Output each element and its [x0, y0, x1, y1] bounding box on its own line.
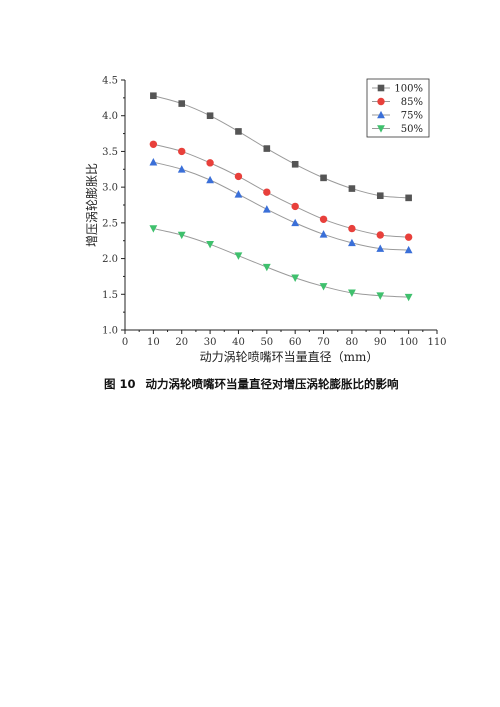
- data-point: [348, 224, 356, 233]
- data-point: [348, 185, 356, 192]
- series-line: [153, 143, 409, 238]
- data-point: [234, 172, 243, 181]
- series-3: [149, 158, 413, 254]
- data-point: [376, 244, 385, 252]
- data-point: [319, 215, 328, 223]
- data-point: [149, 225, 158, 233]
- series-2: [149, 140, 413, 241]
- data-point: [149, 140, 158, 148]
- x-tick-label: 70: [317, 337, 330, 348]
- legend-label: 75%: [401, 111, 423, 122]
- data-point: [262, 263, 271, 272]
- legend-label: 50%: [401, 124, 423, 135]
- legend-marker: [377, 84, 385, 92]
- legend-item: 75%: [372, 111, 423, 122]
- data-point: [150, 92, 157, 100]
- data-point: [263, 145, 271, 152]
- data-point: [234, 252, 243, 260]
- legend-box: [366, 78, 430, 138]
- x-tick-label: 100: [399, 337, 418, 348]
- data-point: [405, 194, 412, 202]
- x-tick-label: 50: [260, 337, 273, 348]
- series-line: [153, 228, 409, 298]
- series-4: [149, 225, 413, 302]
- data-point: [206, 175, 214, 184]
- legend-marker: [377, 125, 385, 133]
- data-point: [404, 293, 413, 302]
- data-point: [177, 231, 186, 240]
- data-point: [291, 274, 300, 282]
- y-tick-label: 3.5: [102, 147, 118, 158]
- x-tick-label: 30: [204, 337, 217, 348]
- legend-item: 100%: [372, 84, 423, 95]
- series-line: [153, 161, 409, 251]
- data-point: [262, 205, 271, 213]
- data-point: [206, 159, 214, 167]
- line-chart: 0 10 20 30 40 50 60 70 80 90 100 110 1.0 1.5 2.0 2.5 3.0…: [85, 76, 447, 365]
- x-tick-label: 20: [175, 337, 188, 348]
- legend-label: 85%: [401, 97, 423, 108]
- y-tick-label: 4.5: [102, 76, 118, 87]
- figure-number: 图 10: [104, 377, 136, 391]
- y-tick-label: 4.0: [102, 111, 118, 122]
- legend-item: 50%: [372, 124, 423, 135]
- data-point: [235, 128, 242, 135]
- y-tick-label: 1.0: [102, 326, 118, 337]
- data-point: [234, 190, 243, 198]
- x-tick-label: 40: [232, 337, 245, 348]
- data-point: [404, 233, 413, 241]
- series-line: [153, 95, 409, 199]
- data-point: [348, 289, 356, 297]
- legend-marker: [377, 97, 385, 106]
- data-point: [291, 218, 300, 227]
- figure-caption: 图 10 动力涡轮喷嘴环当量直径对增压涡轮膨胀比的影响: [104, 376, 484, 392]
- data-point: [149, 158, 158, 166]
- x-tick-label: 80: [346, 337, 359, 348]
- series-1: [150, 92, 412, 202]
- data-point: [376, 192, 384, 200]
- data-point: [320, 174, 327, 182]
- data-point: [178, 147, 186, 156]
- data-point: [291, 202, 299, 211]
- y-tick-label: 1.5: [102, 290, 118, 301]
- y-axis-title: 增压涡轮膨胀比: [85, 163, 99, 247]
- data-point: [263, 188, 271, 196]
- y-tick-label: 3.0: [102, 183, 118, 194]
- data-point: [206, 240, 214, 249]
- x-axis-title: 动力涡轮喷嘴环当量直径（mm）: [200, 350, 379, 364]
- y-tick-label: 2.5: [102, 218, 118, 229]
- legend-label: 100%: [394, 84, 423, 95]
- data-point: [206, 112, 214, 120]
- legend-item: 85%: [372, 97, 423, 108]
- data-point: [319, 283, 328, 291]
- data-point: [177, 165, 186, 173]
- legend-marker: [377, 110, 385, 119]
- x-tick-label: 110: [427, 337, 446, 348]
- data-point: [376, 292, 385, 300]
- x-tick-label: 60: [289, 337, 302, 348]
- data-point: [348, 238, 356, 247]
- data-point: [319, 230, 328, 238]
- y-tick-label: 2.0: [102, 254, 118, 265]
- chart: 0 10 20 30 40 50 60 70 80 90 100 110 1.0 1.5 2.0 2.5 3.0…: [85, 76, 447, 365]
- x-tick-label: 90: [374, 337, 387, 348]
- data-point: [291, 160, 299, 168]
- x-tick-label: 10: [147, 337, 160, 348]
- x-tick-label: 0: [122, 337, 128, 348]
- legend: 100% 85% 75% 50%: [366, 78, 430, 138]
- data-point: [404, 245, 413, 254]
- data-point: [376, 231, 384, 239]
- data-point: [178, 100, 186, 107]
- figure-caption-text: 动力涡轮喷嘴环当量直径对增压涡轮膨胀比的影响: [145, 377, 399, 391]
